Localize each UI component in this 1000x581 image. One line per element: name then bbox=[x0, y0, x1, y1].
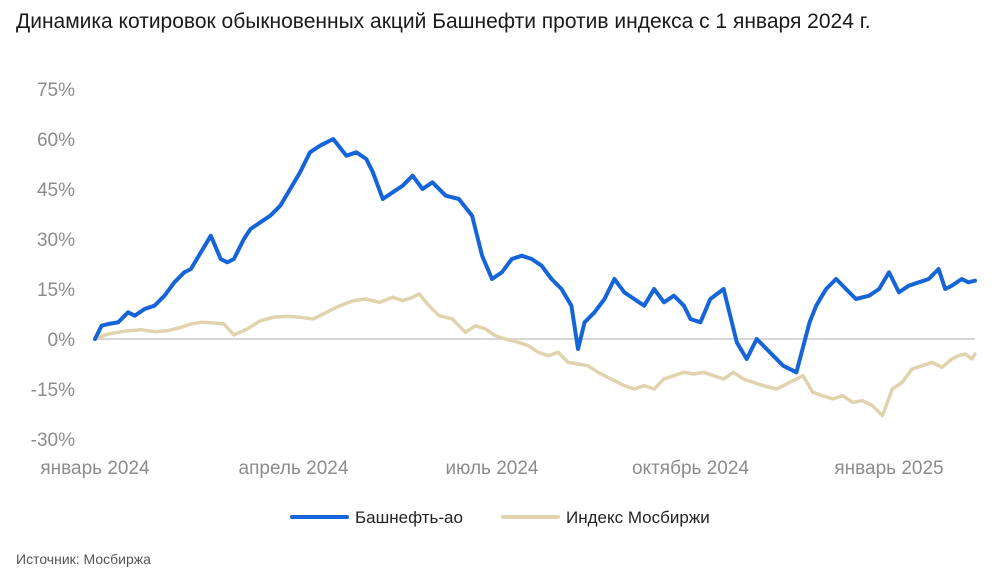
y-axis: 75% 60% 45% 30% 15% 0% -15% -30% bbox=[31, 80, 75, 451]
y-tick-label: -30% bbox=[31, 430, 75, 451]
legend-label: Башнефть-ао bbox=[355, 508, 463, 527]
chart-title: Динамика котировок обыкновенных акций Ба… bbox=[16, 10, 871, 33]
source-note: Источник: Мосбиржа bbox=[16, 551, 151, 567]
legend: Башнефть-ао Индекс Мосбиржи bbox=[290, 508, 710, 527]
y-tick-label: 30% bbox=[37, 230, 75, 251]
x-tick-label: июль 2024 bbox=[446, 458, 539, 479]
y-tick-label: 45% bbox=[37, 180, 75, 201]
x-tick-label: апрель 2024 bbox=[239, 458, 349, 479]
x-tick-label: январь 2024 bbox=[40, 458, 150, 479]
legend-item-moex-index: Индекс Мосбиржи bbox=[501, 508, 710, 527]
series-layer bbox=[93, 137, 977, 418]
y-tick-label: 0% bbox=[48, 330, 76, 351]
y-tick-label: -15% bbox=[31, 380, 75, 401]
legend-item-bashneft: Башнефть-ао bbox=[290, 508, 463, 527]
x-tick-label: октябрь 2024 bbox=[632, 458, 749, 479]
y-tick-label: 75% bbox=[37, 80, 75, 101]
series-line-bashneft bbox=[93, 137, 977, 375]
x-tick-label: январь 2025 bbox=[834, 458, 943, 479]
legend-label: Индекс Мосбиржи bbox=[566, 508, 710, 527]
x-axis: январь 2024 апрель 2024 июль 2024 октябрь 2… bbox=[40, 458, 943, 479]
y-tick-label: 60% bbox=[37, 130, 75, 151]
series-line-moex-index bbox=[93, 292, 977, 418]
y-tick-label: 15% bbox=[37, 280, 75, 301]
